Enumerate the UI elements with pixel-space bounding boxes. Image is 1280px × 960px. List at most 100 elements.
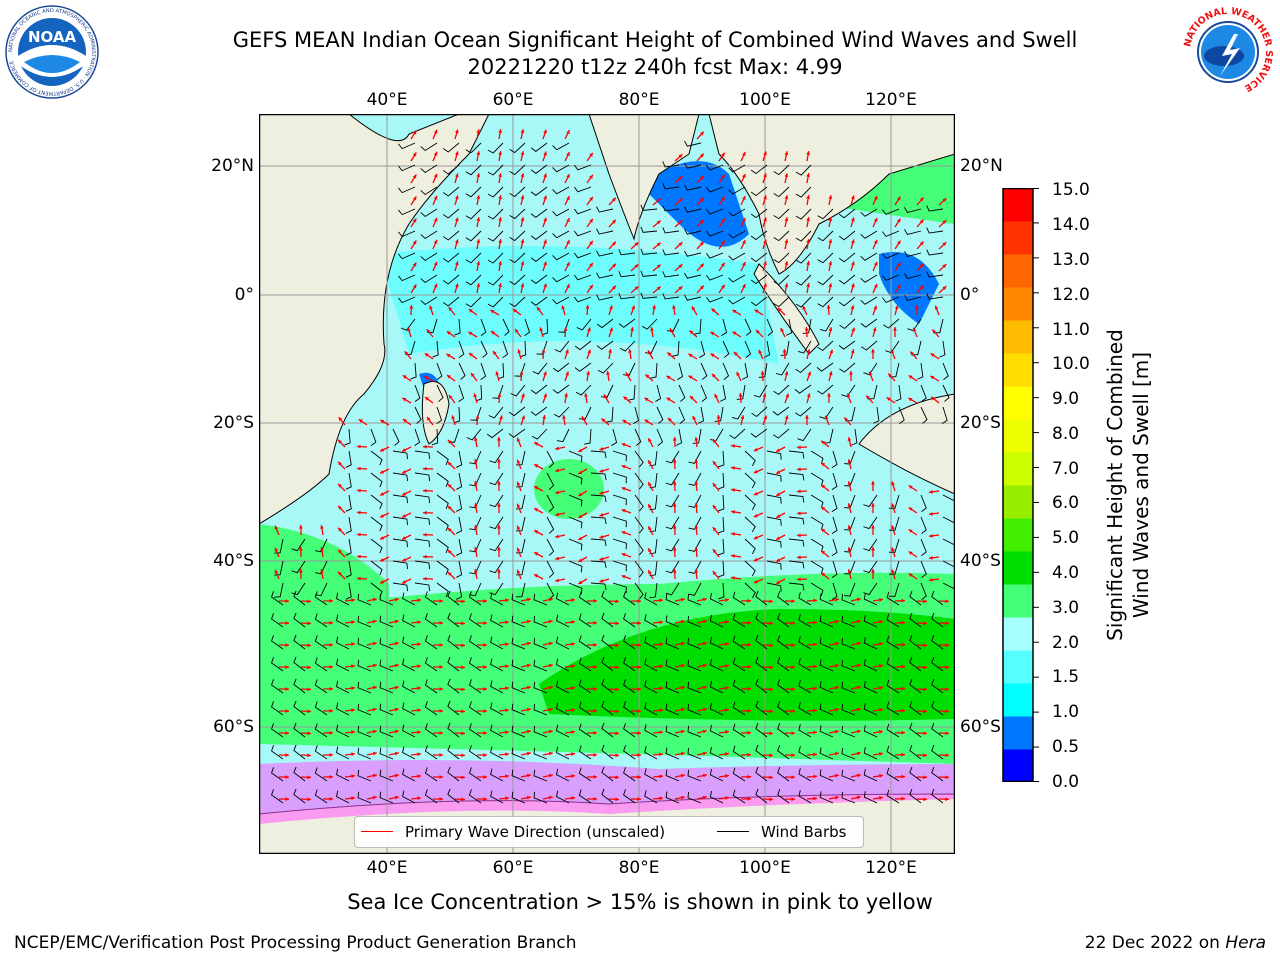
wind-barb <box>662 227 680 234</box>
wave-direction-arrowhead <box>372 707 377 712</box>
wind-barb <box>882 230 900 237</box>
wave-direction-arrowhead <box>585 305 590 309</box>
wind-barb <box>732 591 746 606</box>
wind-barb <box>530 164 548 174</box>
wind-barb <box>578 767 592 782</box>
wind-barb <box>357 659 372 672</box>
wind-barb <box>424 591 438 606</box>
wind-barb <box>314 767 328 782</box>
wave-direction-arrowhead <box>647 350 652 355</box>
wind-barb <box>644 340 658 355</box>
wind-barb <box>590 450 607 459</box>
wind-barb <box>578 591 592 606</box>
wind-barb <box>831 450 838 468</box>
wind-barb <box>705 296 724 303</box>
wave-direction-arrowhead <box>945 621 949 626</box>
wave-direction-arrowhead <box>731 576 735 580</box>
wind-barb <box>744 318 752 336</box>
wave-direction-arrowhead <box>785 393 790 398</box>
wind-barb <box>578 657 592 672</box>
wind-barb <box>392 516 409 526</box>
wave-direction-arrowhead <box>835 685 839 690</box>
wave-direction-arrowhead <box>813 620 817 625</box>
wave-direction-arrowhead <box>791 775 795 780</box>
wave-direction-arrowhead <box>712 505 717 510</box>
wind-barb <box>536 340 548 355</box>
wave-direction-arrowhead <box>702 663 707 668</box>
wave-direction-arrowhead <box>599 491 604 495</box>
wind-barb <box>886 591 900 606</box>
wind-barb <box>773 384 790 396</box>
wave-direction-arrowhead <box>856 663 861 668</box>
wave-direction-arrowhead <box>417 664 421 669</box>
wind-barb <box>555 592 570 606</box>
wave-direction-arrowhead <box>791 709 795 714</box>
wave-direction-arrowhead <box>873 283 878 288</box>
wave-direction-arrowhead <box>609 327 613 332</box>
wave-direction-arrowhead <box>769 731 773 736</box>
wave-direction-arrowhead <box>929 533 933 538</box>
wind-barb <box>402 724 416 738</box>
wind-barb <box>863 637 878 650</box>
wave-direction-arrowhead <box>483 687 487 691</box>
wind-barb <box>502 340 509 359</box>
wind-barb <box>555 702 570 716</box>
wind-barb <box>838 252 856 263</box>
wave-direction-arrowhead <box>945 731 949 736</box>
wind-barb <box>750 208 768 219</box>
wave-direction-arrowhead <box>637 599 641 604</box>
wave-direction-arrowhead <box>694 547 699 551</box>
wind-barb <box>601 678 614 694</box>
wind-barb <box>744 516 756 533</box>
wind-barb <box>634 494 644 512</box>
wind-barb <box>838 340 856 350</box>
wind-barb <box>644 592 658 606</box>
wind-barb <box>718 516 725 534</box>
lon-tick-top-3: 80°E <box>618 90 660 110</box>
wave-direction-arrowhead <box>329 687 333 691</box>
wind-barb <box>447 788 460 804</box>
wind-barb <box>414 406 422 424</box>
wave-direction-arrowhead <box>526 795 531 800</box>
wave-direction-arrowhead <box>621 508 626 513</box>
wave-direction-arrowhead <box>847 459 852 464</box>
wave-direction-arrowhead <box>742 261 746 266</box>
wave-direction-arrowhead <box>454 151 459 156</box>
wind-barb <box>817 340 834 352</box>
wind-barb <box>687 593 702 606</box>
wave-direction-arrowhead <box>505 708 509 713</box>
wind-barb <box>886 723 900 738</box>
wave-direction-arrowhead <box>461 665 465 670</box>
colorbar-tick: 10.0 <box>1052 354 1090 374</box>
wind-barb <box>741 362 749 380</box>
wind-barb <box>486 428 504 439</box>
wave-direction-arrowhead <box>578 558 583 562</box>
wave-direction-arrowhead <box>702 773 707 778</box>
wave-direction-arrowhead <box>439 599 443 603</box>
wave-direction-arrowhead <box>543 129 547 134</box>
wave-direction-arrowhead <box>763 173 767 178</box>
colorbar-tick: 4.0 <box>1052 563 1080 583</box>
wave-direction-arrowhead <box>625 372 630 377</box>
wave-direction-arrowhead <box>433 261 438 266</box>
wind-barb <box>678 406 686 424</box>
wave-direction-arrowhead <box>526 729 531 734</box>
wave-direction-arrowhead <box>797 467 801 472</box>
wave-direction-arrowhead <box>813 774 817 779</box>
wind-barb <box>755 700 768 716</box>
wave-direction-arrowhead <box>320 525 324 529</box>
wave-direction-arrowhead <box>439 709 443 713</box>
wind-barb <box>447 656 460 672</box>
wind-barb <box>344 428 351 446</box>
wind-barb <box>634 450 644 468</box>
wind-barb <box>490 724 504 738</box>
wave-direction-arrowhead <box>656 242 661 247</box>
wind-barb <box>487 296 504 308</box>
wind-barb <box>687 769 702 782</box>
wave-direction-arrowhead <box>702 597 707 602</box>
wind-barb <box>596 206 614 213</box>
wind-barb <box>810 450 824 465</box>
wave-direction-arrowhead <box>680 707 685 712</box>
wind-barb <box>728 274 746 283</box>
wave-direction-arrowhead <box>731 554 735 558</box>
